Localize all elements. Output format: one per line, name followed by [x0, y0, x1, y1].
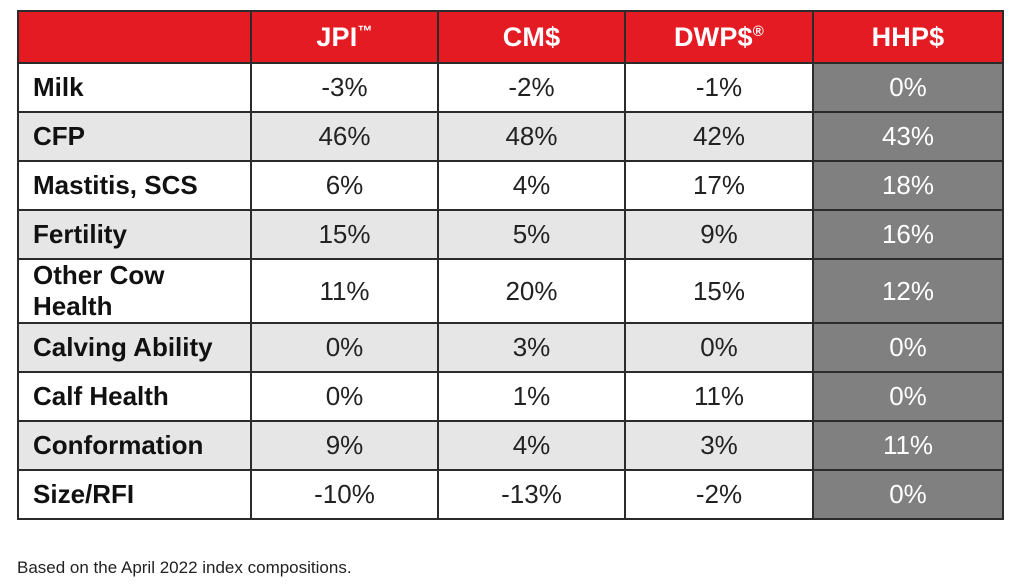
- header-jpi-label: JPI: [316, 21, 358, 52]
- cell-jpi: 0%: [250, 322, 439, 373]
- footnote: Based on the April 2022 index compositio…: [17, 558, 352, 577]
- table-row: CFP 46% 48% 42% 43%: [17, 111, 1004, 162]
- cell-hhp: 16%: [812, 209, 1004, 260]
- table-row: Calf Health 0% 1% 11% 0%: [17, 371, 1004, 422]
- header-hhp: HHP$: [812, 10, 1004, 64]
- cell-cm: 5%: [437, 209, 626, 260]
- cell-hhp: 43%: [812, 111, 1004, 162]
- row-label: CFP: [17, 111, 252, 162]
- row-label: Mastitis, SCS: [17, 160, 252, 211]
- cell-cm: 20%: [437, 258, 626, 324]
- row-label: Milk: [17, 62, 252, 113]
- cell-jpi: -3%: [250, 62, 439, 113]
- table-header: JPI™ CM$ DWP$® HHP$: [17, 10, 1004, 64]
- row-label: Conformation: [17, 420, 252, 471]
- header-jpi: JPI™: [250, 10, 439, 64]
- table-row: Mastitis, SCS 6% 4% 17% 18%: [17, 160, 1004, 211]
- cell-hhp: 0%: [812, 469, 1004, 520]
- index-composition-table: JPI™ CM$ DWP$® HHP$ Milk -3% -2% -1% 0% …: [17, 10, 1004, 520]
- cell-dwp: 3%: [624, 420, 814, 471]
- cell-dwp: 42%: [624, 111, 814, 162]
- cell-hhp: 12%: [812, 258, 1004, 324]
- cell-cm: 4%: [437, 420, 626, 471]
- cell-hhp: 11%: [812, 420, 1004, 471]
- cell-hhp: 18%: [812, 160, 1004, 211]
- header-row: JPI™ CM$ DWP$® HHP$: [17, 10, 1004, 64]
- row-label: Calving Ability: [17, 322, 252, 373]
- row-label: Other Cow Health: [17, 258, 252, 324]
- cell-jpi: 6%: [250, 160, 439, 211]
- table-body: Milk -3% -2% -1% 0% CFP 46% 48% 42% 43% …: [17, 62, 1004, 520]
- cell-jpi: 46%: [250, 111, 439, 162]
- table-row: Milk -3% -2% -1% 0%: [17, 62, 1004, 113]
- cell-hhp: 0%: [812, 62, 1004, 113]
- cell-jpi: 0%: [250, 371, 439, 422]
- cell-dwp: 11%: [624, 371, 814, 422]
- cell-dwp: 17%: [624, 160, 814, 211]
- cell-jpi: -10%: [250, 469, 439, 520]
- trademark-mark: ™: [357, 22, 373, 40]
- header-cm: CM$: [437, 10, 626, 64]
- row-label: Size/RFI: [17, 469, 252, 520]
- cell-cm: -13%: [437, 469, 626, 520]
- cell-dwp: 0%: [624, 322, 814, 373]
- cell-dwp: 9%: [624, 209, 814, 260]
- registered-mark: ®: [752, 22, 765, 40]
- header-dwp-label: DWP$: [673, 21, 753, 52]
- table-row: Fertility 15% 5% 9% 16%: [17, 209, 1004, 260]
- cell-cm: 48%: [437, 111, 626, 162]
- row-label: Calf Health: [17, 371, 252, 422]
- cell-hhp: 0%: [812, 322, 1004, 373]
- cell-cm: 4%: [437, 160, 626, 211]
- cell-hhp: 0%: [812, 371, 1004, 422]
- cell-dwp: 15%: [624, 258, 814, 324]
- cell-dwp: -1%: [624, 62, 814, 113]
- table-row: Conformation 9% 4% 3% 11%: [17, 420, 1004, 471]
- cell-jpi: 15%: [250, 209, 439, 260]
- header-dwp: DWP$®: [624, 10, 814, 64]
- table-row: Calving Ability 0% 3% 0% 0%: [17, 322, 1004, 373]
- cell-cm: 1%: [437, 371, 626, 422]
- header-corner-cell: [17, 10, 252, 64]
- cell-cm: 3%: [437, 322, 626, 373]
- table-row: Other Cow Health 11% 20% 15% 12%: [17, 258, 1004, 324]
- table-row: Size/RFI -10% -13% -2% 0%: [17, 469, 1004, 520]
- cell-jpi: 9%: [250, 420, 439, 471]
- row-label: Fertility: [17, 209, 252, 260]
- cell-jpi: 11%: [250, 258, 439, 324]
- cell-cm: -2%: [437, 62, 626, 113]
- cell-dwp: -2%: [624, 469, 814, 520]
